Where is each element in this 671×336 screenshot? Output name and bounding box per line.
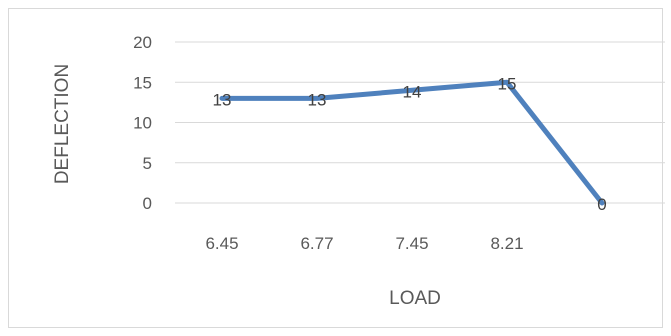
- data-label: 13: [213, 90, 232, 109]
- x-tick-label: 6.45: [205, 234, 238, 253]
- gridlines: [175, 41, 665, 204]
- x-tick-label: 6.77: [300, 234, 333, 253]
- data-label: 13: [308, 90, 327, 109]
- y-axis-title: DEFLECTION: [52, 64, 73, 184]
- x-axis-title: LOAD: [389, 288, 441, 309]
- series-layer: [219, 79, 605, 206]
- y-tick-label: 15: [133, 73, 152, 92]
- x-axis-tick-labels: 6.45 6.77 7.45 8.21: [205, 234, 523, 253]
- y-axis-tick-labels: 0 5 10 15 20: [133, 33, 152, 213]
- data-labels: 13 13 14 15 0: [213, 74, 607, 214]
- data-label: 14: [403, 82, 422, 101]
- chart-area: [8, 8, 663, 328]
- y-tick-label: 0: [143, 194, 152, 213]
- x-tick-label: 8.21: [490, 234, 523, 253]
- y-tick-label: 5: [143, 154, 152, 173]
- data-label: 15: [498, 74, 517, 93]
- series-line: [219, 79, 605, 206]
- y-tick-label: 20: [133, 33, 152, 52]
- x-tick-label: 7.45: [395, 234, 428, 253]
- data-label: 0: [597, 195, 606, 214]
- y-tick-label: 10: [133, 114, 152, 133]
